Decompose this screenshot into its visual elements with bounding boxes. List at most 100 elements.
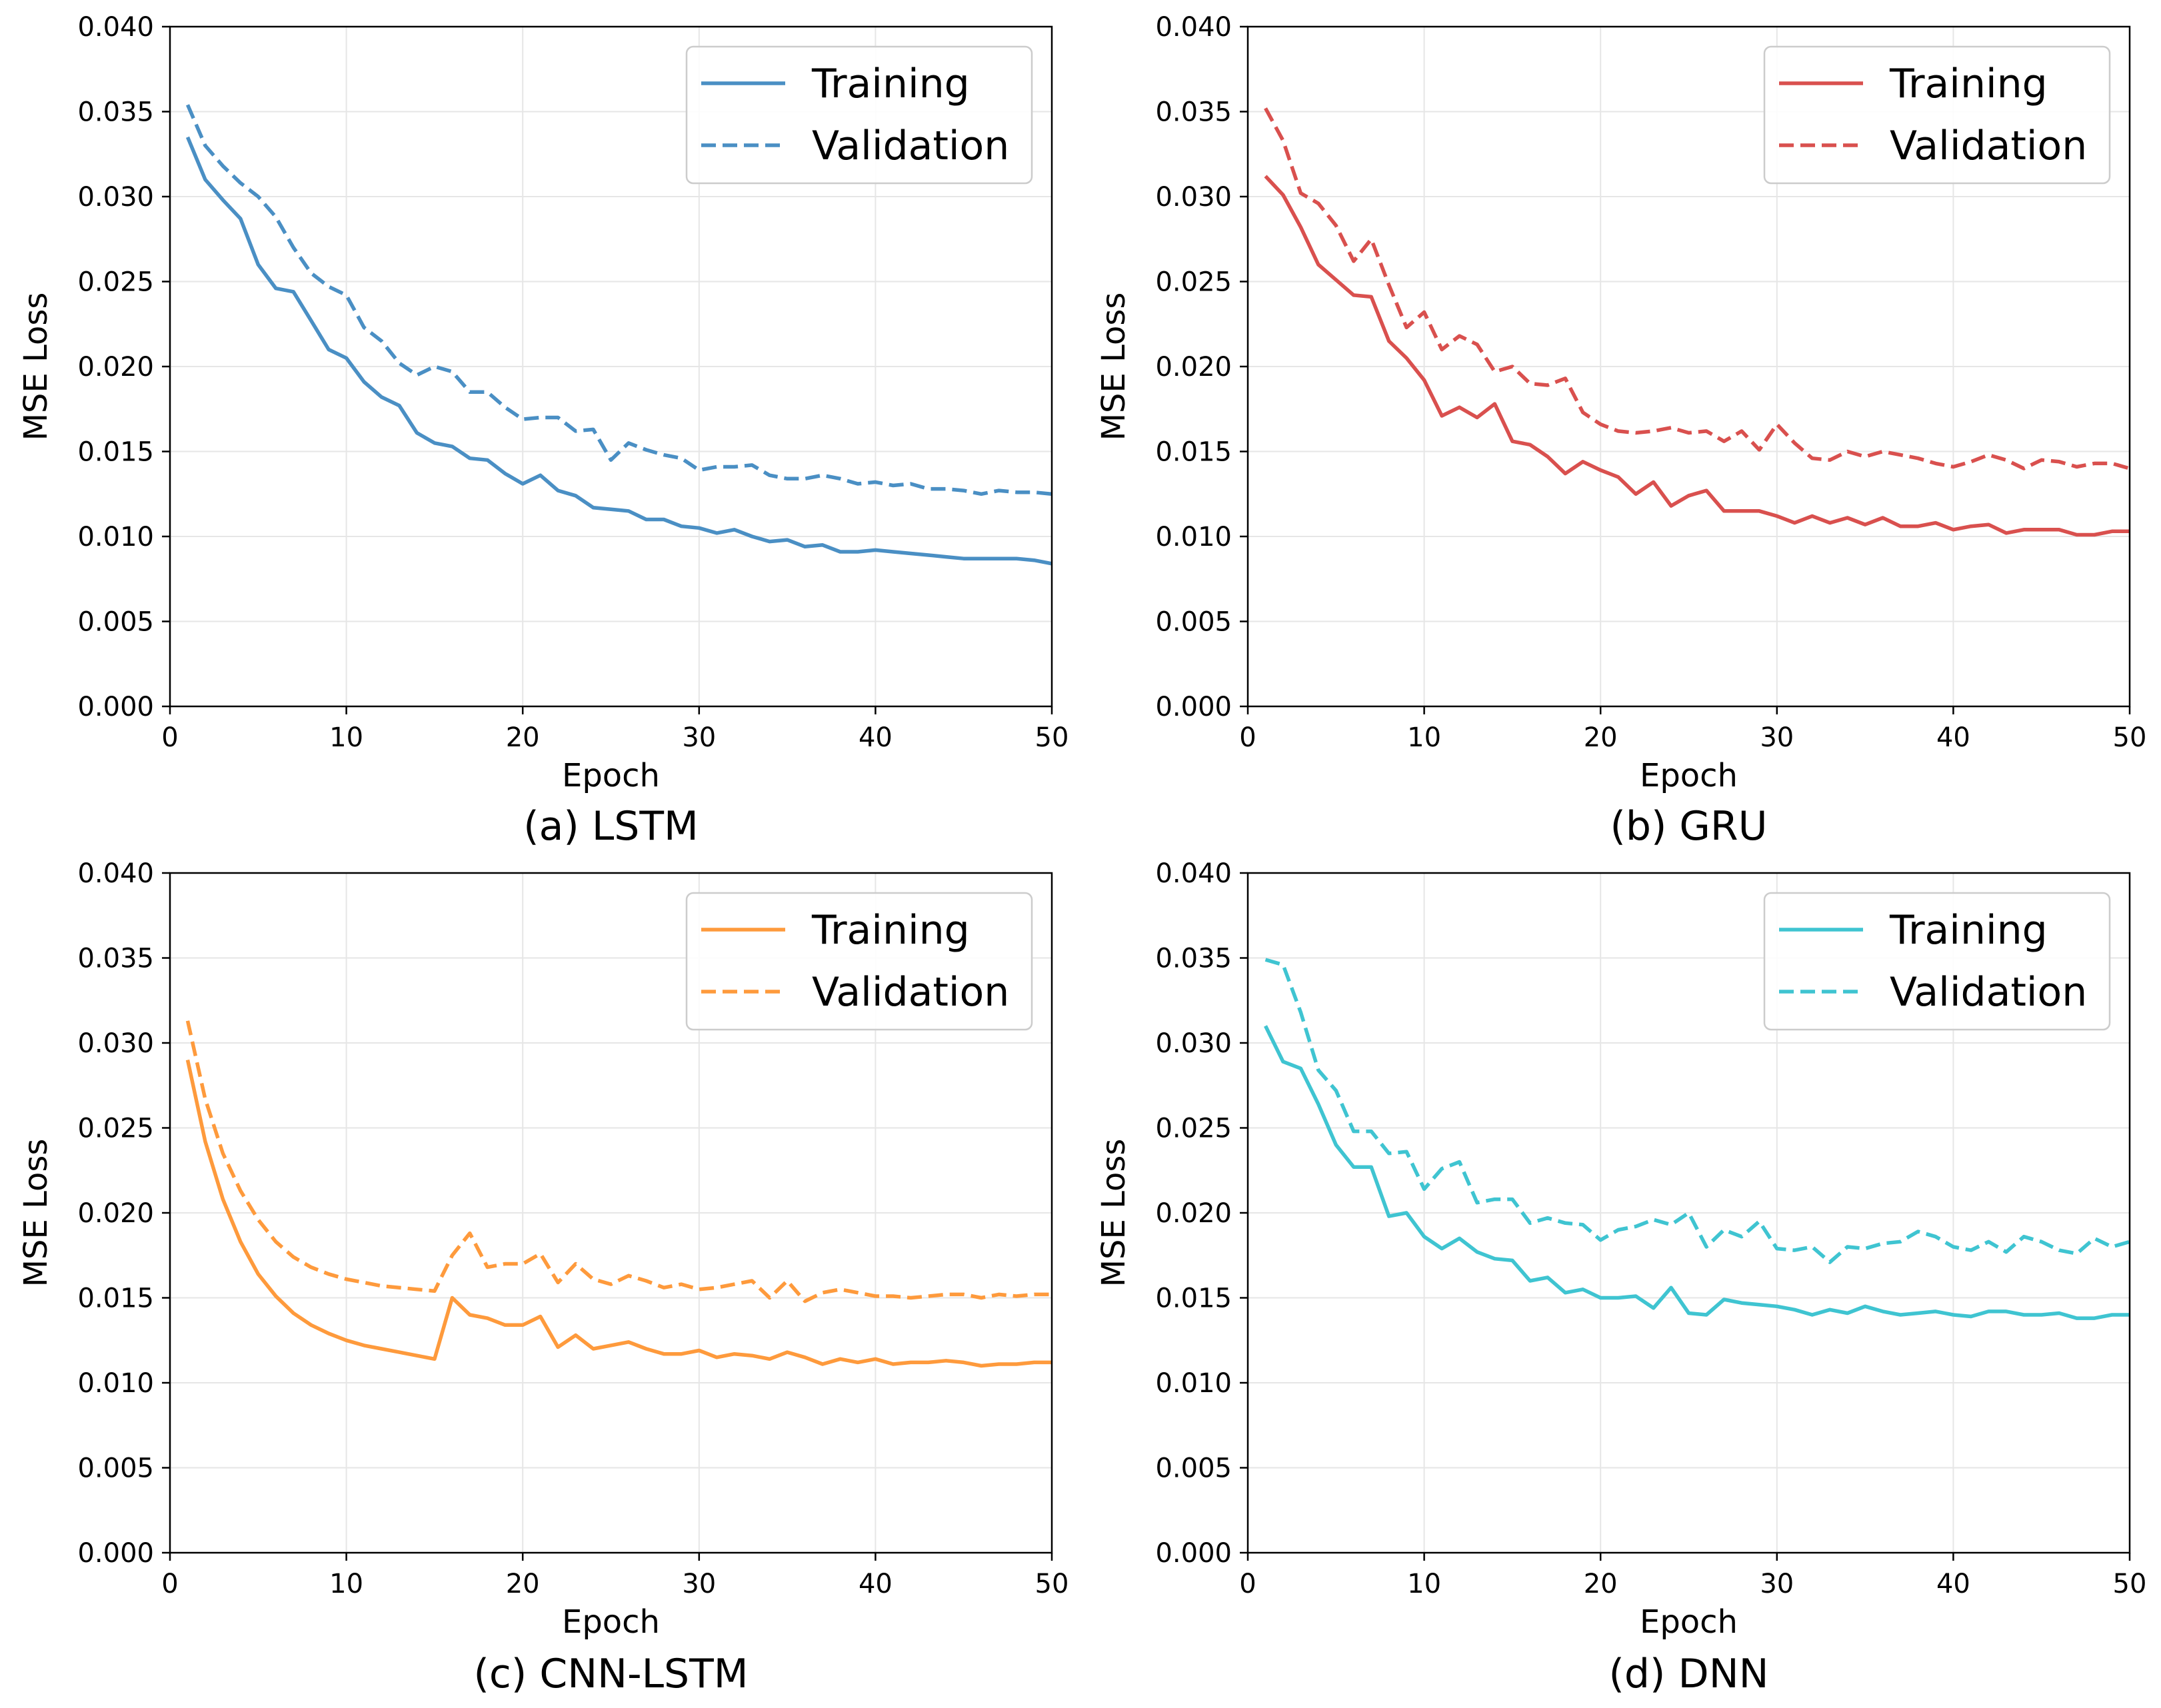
y-tick-label: 0.025 [1155,1114,1232,1144]
chart-panel-2: 0 10 20 30 40 50 0.000 0.005 0.010 0.015 0.020 0.02… [1095,12,2146,850]
y-tick-label: 0.000 [1155,692,1232,722]
y-tick-label: 0.030 [1155,1028,1232,1059]
y-tick-label: 0.025 [77,267,154,298]
legend-label-training: Training [1889,907,2048,954]
y-tick-label: 0.015 [77,437,154,468]
series-validation-line [1264,958,2130,1264]
y-axis-title: MSE Loss [17,1139,55,1287]
series-training-line [1264,175,2130,537]
series-training-line [185,136,1053,566]
x-tick-label: 10 [1407,1569,1441,1599]
y-tick-label: 0.015 [77,1283,154,1314]
y-tick-label: 0.020 [1155,1198,1232,1229]
legend: Training Validation [685,45,1033,185]
x-tick-label: 40 [859,1569,893,1599]
x-tick-label: 10 [329,722,363,753]
y-tick-label: 0.005 [1155,1453,1232,1484]
legend-label-validation: Validation [812,123,1009,169]
x-tick-label: 10 [1407,722,1441,753]
y-tick-label: 0.010 [1155,522,1232,552]
legend-label-validation: Validation [1890,969,2087,1016]
panel-caption: (a) LSTM [523,803,699,850]
series-training-line [185,1059,1052,1368]
y-tick-label: 0.040 [77,858,154,889]
x-tick-label: 10 [329,1569,363,1599]
y-tick-label: 0.035 [77,944,154,974]
x-tick-label: 20 [506,1569,540,1599]
chart-panel-4: 0 10 20 30 40 50 0.000 0.005 0.010 0.015 0.020 0.02… [1095,858,2146,1697]
y-tick-label: 0.000 [77,692,154,722]
legend-box [1763,892,2111,1031]
y-tick-label: 0.040 [77,12,154,43]
legend-label-validation: Validation [1890,123,2087,169]
y-tick-label: 0.020 [1155,352,1232,383]
legend: Training Validation [1763,892,2111,1031]
x-tick-label: 40 [1936,722,1970,753]
y-tick-label: 0.035 [1155,944,1232,974]
y-tick-label: 0.030 [77,1028,154,1059]
legend-box [685,892,1033,1031]
legend-box [1763,45,2111,185]
series-training-line [1264,1025,2130,1320]
x-tick-label: 20 [1584,722,1618,753]
legend-label-training: Training [811,907,970,954]
chart-panel-3: 0 10 20 30 40 50 0.000 0.005 0.010 0.015 0.020 0.02… [17,858,1069,1697]
legend: Training Validation [685,892,1033,1031]
y-tick-label: 0.040 [1155,12,1232,43]
x-tick-label: 50 [2113,1569,2147,1599]
legend-label-training: Training [1889,61,2048,107]
y-tick-label: 0.025 [77,1114,154,1144]
y-tick-label: 0.030 [1155,182,1232,213]
x-axis-title: Epoch [1640,1603,1738,1641]
y-tick-label: 0.025 [1155,267,1232,298]
axes-frame [1246,872,2131,1554]
x-tick-label: 0 [161,1569,178,1599]
x-axis-title: Epoch [562,757,660,794]
y-tick-label: 0.005 [77,607,154,638]
x-tick-label: 40 [859,722,893,753]
axes-frame [169,25,1053,708]
y-tick-label: 0.000 [77,1538,154,1569]
y-tick-label: 0.005 [1155,607,1232,638]
y-tick-label: 0.010 [77,522,154,552]
y-tick-label: 0.030 [77,182,154,213]
y-tick-label: 0.005 [77,1453,154,1484]
y-tick-label: 0.020 [77,1198,154,1229]
x-axis-title: Epoch [562,1603,660,1641]
series-validation-line [185,1020,1052,1303]
y-axis-title: MSE Loss [1095,293,1132,441]
y-tick-label: 0.040 [1155,858,1232,889]
y-tick-label: 0.035 [1155,97,1232,128]
y-axis-title: MSE Loss [17,293,55,441]
legend: Training Validation [1763,45,2111,185]
y-tick-label: 0.020 [77,352,154,383]
x-tick-label: 0 [161,722,178,753]
x-tick-label: 40 [1936,1569,1970,1599]
x-tick-label: 30 [682,1569,716,1599]
x-tick-label: 30 [1760,722,1794,753]
y-axis-title: MSE Loss [1095,1139,1132,1287]
y-tick-label: 0.010 [77,1368,154,1399]
panel-caption: (d) DNN [1609,1651,1769,1697]
x-tick-label: 0 [1239,1569,1256,1599]
chart-panel-1: 0 10 20 30 40 50 0.000 0.005 0.010 0.015 0.020 0.02… [17,12,1069,850]
x-tick-label: 20 [1584,1569,1618,1599]
x-tick-label: 0 [1239,722,1256,753]
panel-caption: (b) GRU [1610,803,1767,850]
panel-caption: (c) CNN-LSTM [473,1651,748,1697]
x-axis-title: Epoch [1640,757,1738,794]
x-tick-label: 20 [506,722,540,753]
x-tick-label: 30 [1760,1569,1794,1599]
x-tick-label: 50 [1035,722,1069,753]
series-validation-line [185,104,1053,496]
y-tick-label: 0.015 [1155,1283,1232,1314]
series-validation-line [1264,107,2130,470]
x-tick-label: 30 [682,722,716,753]
legend-label-training: Training [811,61,970,107]
axes-frame [1246,25,2131,708]
y-tick-label: 0.015 [1155,437,1232,468]
legend-box [685,45,1033,185]
y-tick-label: 0.035 [77,97,154,128]
legend-label-validation: Validation [812,969,1009,1016]
